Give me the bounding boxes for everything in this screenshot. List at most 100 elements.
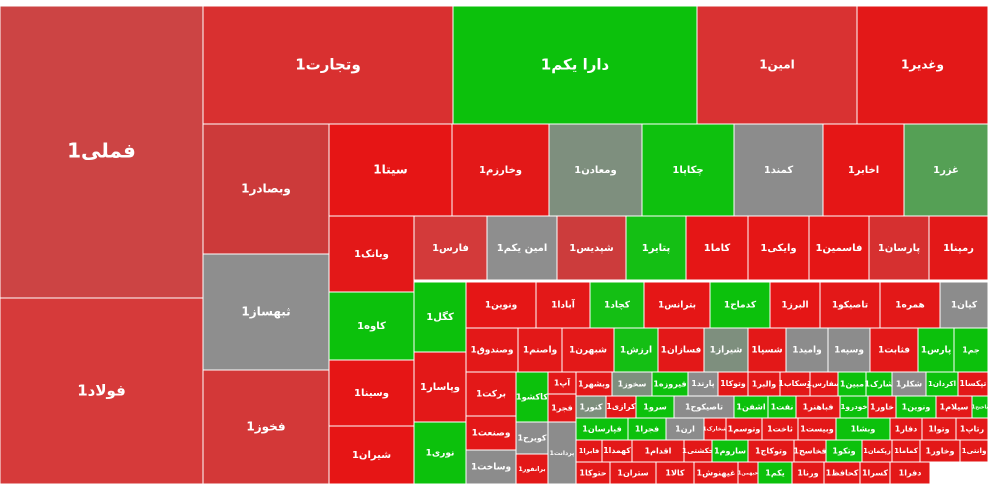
treemap-tile[interactable]: کهمدا1 <box>601 439 633 463</box>
tile-rect[interactable] <box>819 281 881 329</box>
tile-rect[interactable] <box>625 215 687 281</box>
treemap-tile[interactable]: کمند1 <box>733 123 824 217</box>
treemap-tile[interactable]: وبیست1 <box>797 417 837 441</box>
treemap-tile[interactable]: ارزش1 <box>613 327 659 373</box>
treemap-tile[interactable]: کالا1 <box>655 461 695 485</box>
treemap-tile[interactable]: وبشهر1 <box>575 371 613 397</box>
treemap-tile[interactable]: وبصادر1 <box>202 123 330 255</box>
treemap-tile[interactable]: وتوا1 <box>921 417 957 441</box>
tile-rect[interactable] <box>747 371 781 397</box>
treemap-tile[interactable]: فجرا1 <box>627 417 667 441</box>
tile-rect[interactable] <box>548 123 643 217</box>
treemap-tile[interactable]: جم1 <box>953 327 988 373</box>
tile-rect[interactable] <box>953 327 988 373</box>
tile-rect[interactable] <box>465 327 519 373</box>
tile-rect[interactable] <box>328 359 415 427</box>
treemap-tile[interactable]: کاما1 <box>685 215 749 281</box>
treemap-tile[interactable]: ارن1 <box>665 417 705 441</box>
tile-rect[interactable] <box>515 371 549 423</box>
treemap-tile[interactable]: وامید1 <box>785 327 829 373</box>
treemap-tile[interactable]: شپدیس1 <box>556 215 627 281</box>
treemap-tile[interactable]: پردانت1 <box>547 421 577 485</box>
treemap-tile[interactable]: کیان1 <box>939 281 988 329</box>
treemap-tile[interactable]: کماما1 <box>891 439 921 463</box>
treemap-tile[interactable]: وصنعت1 <box>465 415 517 451</box>
treemap-tile[interactable]: وسینا1 <box>328 359 415 427</box>
tile-rect[interactable] <box>515 421 549 455</box>
tile-rect[interactable] <box>413 215 488 281</box>
treemap-tile[interactable]: دفرا1 <box>889 461 931 485</box>
tile-rect[interactable] <box>556 215 627 281</box>
tile-rect[interactable] <box>202 369 330 485</box>
treemap-tile[interactable]: رمپنا1 <box>928 215 988 281</box>
tile-rect[interactable] <box>202 253 330 371</box>
treemap-tile[interactable]: اخابر1 <box>822 123 905 217</box>
treemap-tile[interactable]: وساخت1 <box>465 449 517 485</box>
treemap-tile[interactable]: وبانک1 <box>328 215 415 293</box>
treemap-tile[interactable]: کدماح1 <box>709 281 771 329</box>
treemap-tile[interactable]: البرز1 <box>769 281 821 329</box>
treemap-tile[interactable]: والبر1 <box>747 371 781 397</box>
treemap-tile[interactable]: اشفن1 <box>733 395 769 419</box>
treemap-tile[interactable]: ومعادن1 <box>548 123 643 217</box>
treemap-tile[interactable]: سفارس1 <box>807 371 841 397</box>
treemap-tile[interactable]: سخوز1 <box>611 371 653 397</box>
treemap-tile[interactable]: فملی1 <box>0 5 204 299</box>
treemap-tile[interactable]: واصنم1 <box>517 327 563 373</box>
treemap-tile[interactable]: وخاور1 <box>919 439 961 463</box>
treemap-tile[interactable]: وسپه1 <box>827 327 871 373</box>
treemap-tile[interactable]: وسکاب1 <box>778 371 812 397</box>
tile-rect[interactable] <box>785 327 829 373</box>
treemap-tile[interactable]: فارس1 <box>413 215 488 281</box>
tile-rect[interactable] <box>957 371 988 397</box>
treemap-tile[interactable]: خبهمن1 <box>737 461 759 485</box>
tile-rect[interactable] <box>641 123 735 217</box>
treemap-tile[interactable]: پارس1 <box>917 327 955 373</box>
treemap-tile[interactable]: فابرا1 <box>575 439 603 463</box>
tile-rect[interactable] <box>328 123 453 217</box>
treemap-tile[interactable]: حکشتی1 <box>682 439 714 463</box>
treemap-tile[interactable]: وانتی1 <box>959 439 988 463</box>
treemap-tile[interactable]: دارا یکم1 <box>452 5 698 125</box>
treemap-tile[interactable]: ثاخت1 <box>761 417 799 441</box>
treemap-tile[interactable]: شارک1 <box>864 371 894 397</box>
treemap-tile[interactable]: پارند1 <box>687 371 719 397</box>
tile-rect[interactable] <box>486 215 558 281</box>
tile-rect[interactable] <box>465 415 517 451</box>
tile-rect[interactable] <box>452 5 698 125</box>
treemap-tile[interactable]: فسازان1 <box>657 327 705 373</box>
tile-rect[interactable] <box>733 123 824 217</box>
treemap-tile[interactable]: فیروزه1 <box>651 371 689 397</box>
tile-rect[interactable] <box>685 215 749 281</box>
treemap-tile[interactable]: نفت1 <box>767 395 797 419</box>
treemap-tile[interactable]: وصندوق1 <box>465 327 519 373</box>
tile-rect[interactable] <box>891 371 927 397</box>
treemap-tile[interactable]: حتوکا1 <box>575 461 611 485</box>
tile-rect[interactable] <box>869 327 919 373</box>
treemap-tile[interactable]: ونوین1 <box>465 281 537 329</box>
tile-rect[interactable] <box>465 371 517 417</box>
tile-rect[interactable] <box>547 421 577 485</box>
treemap-tile[interactable]: آپ1 <box>547 371 577 395</box>
tile-rect[interactable] <box>889 461 931 485</box>
treemap-tile[interactable]: همره1 <box>879 281 941 329</box>
treemap-tile[interactable]: مبین1 <box>837 371 867 397</box>
treemap-tile[interactable]: وپاسار1 <box>413 351 467 423</box>
tile-rect[interactable] <box>413 421 467 485</box>
treemap-tile[interactable]: فباهنر1 <box>795 395 841 419</box>
treemap-tile[interactable]: تاختح1 <box>971 395 988 419</box>
tile-rect[interactable] <box>0 5 204 299</box>
treemap-tile[interactable]: وبشا1 <box>835 417 891 441</box>
treemap-tile[interactable]: شیراز1 <box>703 327 749 373</box>
treemap-tile[interactable]: برکت1 <box>465 371 517 417</box>
tile-rect[interactable] <box>917 327 955 373</box>
tile-rect[interactable] <box>696 5 858 125</box>
tile-rect[interactable] <box>747 215 810 281</box>
treemap-tile[interactable]: برانفور1 <box>515 453 549 485</box>
treemap-tile[interactable]: کچاد1 <box>589 281 645 329</box>
tile-rect[interactable] <box>202 5 454 125</box>
tile-rect[interactable] <box>779 371 811 397</box>
treemap-tile[interactable]: خاور1 <box>867 395 897 419</box>
treemap-tile[interactable]: تپکسا1 <box>957 371 988 397</box>
treemap-tile[interactable]: کویرح1 <box>515 421 549 455</box>
